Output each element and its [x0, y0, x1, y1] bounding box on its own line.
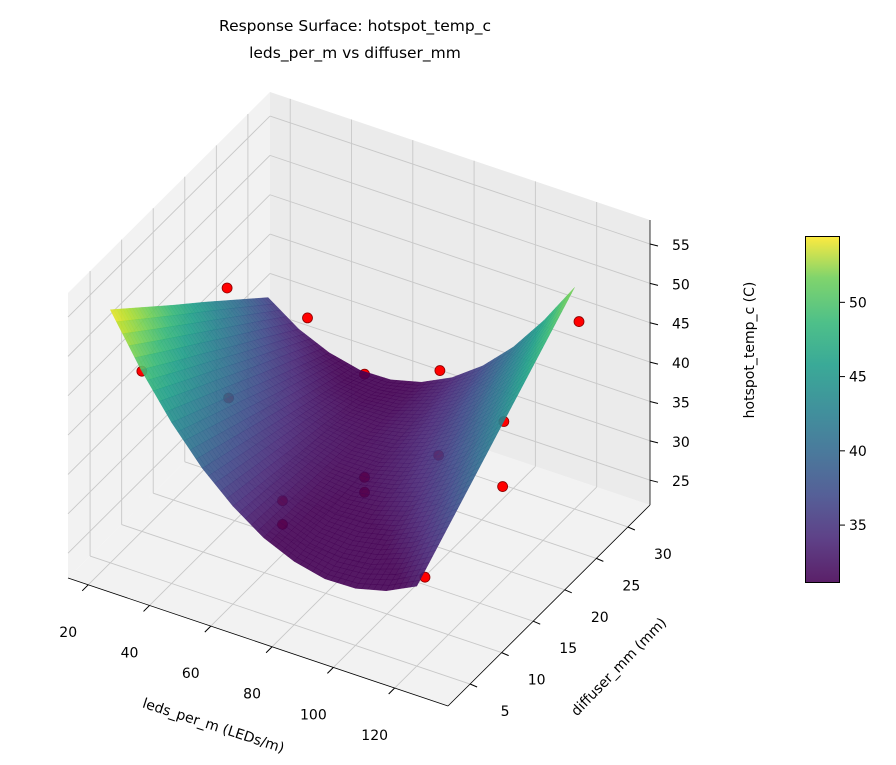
data-point: [434, 365, 446, 376]
z-tick-label: 25: [672, 474, 690, 490]
x-tick-label: 20: [59, 625, 77, 641]
z-tick-label: 35: [672, 395, 690, 411]
y-tick: [469, 683, 478, 688]
x-tick-label: 120: [361, 728, 388, 744]
response-surface: [110, 287, 575, 592]
x-tick-label: 80: [243, 687, 261, 703]
z-gridline: [67, 194, 271, 397]
y-tick: [533, 620, 541, 625]
z-tick-label: 30: [672, 435, 690, 451]
chart-title: Response Surface: hotspot_temp_c: [219, 17, 491, 36]
y-gridline: [121, 524, 502, 654]
z-gridline: [269, 115, 651, 245]
z-gridline: [269, 194, 651, 324]
x-tick-label: 40: [121, 645, 139, 661]
x-tick: [143, 605, 150, 612]
x-gridline: [394, 486, 597, 689]
z-tick: [649, 479, 659, 483]
x-tick: [388, 687, 396, 695]
x-tick: [327, 667, 334, 674]
z-gridline: [67, 115, 271, 318]
data-point: [302, 312, 313, 324]
colorbar-tick-label: 35: [849, 518, 867, 534]
y-tick: [596, 557, 604, 562]
z-tick-label: 45: [672, 317, 690, 333]
y-tick-label: 25: [622, 578, 640, 594]
z-tick: [649, 361, 659, 365]
y-tick-label: 30: [654, 547, 672, 563]
y-axis-label: diffuser_mm (mm): [568, 615, 670, 720]
z-axis-label: hotspot_temp_c (C): [742, 282, 758, 419]
y-tick: [564, 589, 572, 594]
z-gridline: [67, 155, 271, 357]
x-tick-label: 60: [182, 666, 200, 682]
y-tick: [627, 526, 636, 531]
x-axis-line: [67, 577, 449, 707]
z-tick: [649, 322, 659, 326]
x-tick: [81, 584, 89, 592]
z-tick-label: 55: [672, 238, 690, 254]
z-tick-label: 40: [672, 356, 690, 372]
chart-subtitle: leds_per_m vs diffuser_mm: [249, 44, 461, 63]
data-point: [221, 282, 233, 294]
z-gridline: [269, 273, 651, 402]
z-tick: [649, 282, 659, 286]
y-tick-label: 10: [528, 673, 546, 689]
x-tick: [265, 646, 273, 654]
y-tick-label: 20: [591, 610, 609, 626]
y-tick-label: 5: [501, 704, 510, 720]
z-tick-label: 50: [672, 277, 690, 293]
y-tick: [501, 652, 509, 657]
x-tick: [204, 625, 212, 633]
x-gridline: [333, 466, 536, 668]
z-gridline: [269, 233, 651, 363]
data-point: [497, 481, 509, 492]
y-gridline: [89, 555, 471, 685]
colorbar-tick-label: 45: [849, 370, 867, 386]
y-tick-label: 15: [559, 641, 577, 657]
colorbar-tick-label: 40: [849, 444, 867, 460]
z-gridline: [269, 154, 651, 284]
x-tick-label: 100: [300, 707, 327, 723]
colorbar: [805, 236, 840, 583]
x-axis-label: leds_per_m (LEDs/m): [140, 696, 286, 757]
colorbar-ticks: 35 40 45 50: [840, 295, 867, 534]
y-axis-line: [447, 504, 651, 707]
z-tick: [649, 440, 659, 444]
z-tick: [649, 243, 659, 247]
data-point: [573, 316, 585, 327]
z-tick: [649, 400, 659, 404]
colorbar-tick-label: 50: [849, 295, 867, 311]
